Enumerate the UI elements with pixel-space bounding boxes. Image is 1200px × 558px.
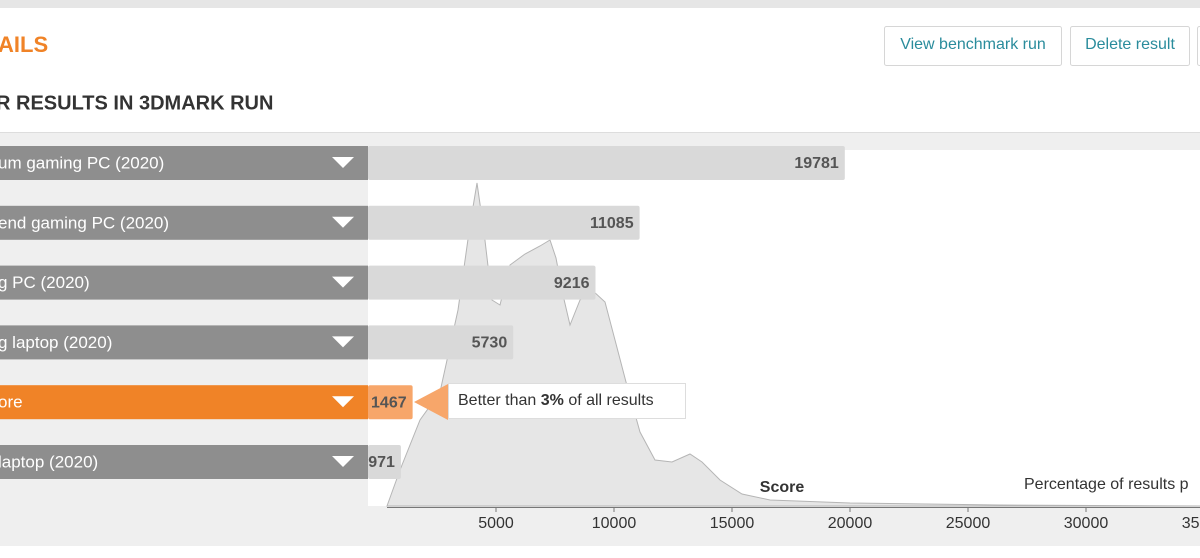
dropdown-arrow[interactable] [332, 157, 354, 168]
tooltip-arrow [414, 384, 448, 420]
x-tick-label: 10000 [592, 515, 637, 532]
value-label: 9216 [554, 275, 590, 292]
value-label: 5730 [472, 335, 508, 352]
dropdown-arrow[interactable] [332, 216, 354, 228]
axis-title: Percentage of results p [1024, 476, 1189, 493]
bar [368, 205, 640, 240]
tooltip-value: 3% [541, 392, 564, 409]
x-tick-label: 20000 [828, 515, 873, 532]
value-label: 19781 [794, 155, 839, 172]
tooltip: Better than 3% of all results [414, 383, 686, 420]
section-title: R RESULTS IN 3DMARK RUN [0, 92, 273, 114]
value-label: 11085 [590, 215, 634, 232]
tooltip-prefix: Better than [458, 392, 536, 409]
button-label[interactable]: Delete result [1085, 36, 1175, 53]
x-tick-label: 30000 [1064, 515, 1109, 532]
x-tick-label: 25000 [946, 515, 991, 532]
row-label: end gaming PC (2020) [0, 213, 169, 232]
row-label: g PC (2020) [0, 273, 90, 292]
bar [368, 146, 845, 180]
x-tick-label: 15000 [710, 515, 755, 532]
bar [368, 445, 401, 479]
x-tick-label: 5000 [478, 515, 514, 532]
x-axis-title: Score [760, 479, 805, 496]
dropdown-arrow[interactable] [332, 276, 354, 288]
dropdown-arrow[interactable] [332, 336, 354, 348]
button-box[interactable] [1070, 26, 1190, 66]
row-label-bar [0, 265, 368, 300]
row-label-bar [0, 205, 368, 240]
tooltip-text: Better than 3% of all results [458, 392, 654, 409]
button[interactable]: View benchmark run [884, 26, 1062, 66]
row-label: um gaming PC (2020) [0, 153, 164, 172]
row-label: laptop (2020) [0, 452, 98, 471]
row-label: ore [0, 393, 23, 412]
button-label[interactable]: View benchmark run [900, 36, 1046, 53]
row-label-bar [0, 146, 368, 180]
bar [368, 325, 514, 360]
dropdown-arrow[interactable] [332, 456, 354, 467]
top-strip [0, 0, 1200, 8]
row-label: g laptop (2020) [0, 333, 112, 352]
row-label-bar [0, 325, 368, 360]
score-distribution [386, 182, 1200, 507]
bar [368, 385, 413, 420]
bar [368, 265, 596, 300]
row-label-bar [0, 445, 368, 479]
x-tick-label: 35000 [1182, 515, 1200, 532]
button[interactable]: Delete result [1070, 26, 1190, 66]
value-label: 971 [368, 454, 395, 471]
button-box[interactable] [884, 26, 1062, 66]
dropdown-arrow[interactable] [332, 396, 354, 408]
row-label-bar [0, 385, 368, 420]
tooltip-suffix: of all results [568, 392, 653, 409]
page-title: AILS [0, 32, 48, 57]
value-label: 1467 [371, 394, 407, 411]
chart: 5000 10000 15000 20000 25000 30000 35000 um gam… [0, 146, 1200, 532]
button-box[interactable] [1197, 26, 1200, 66]
tooltip-box [448, 383, 686, 419]
